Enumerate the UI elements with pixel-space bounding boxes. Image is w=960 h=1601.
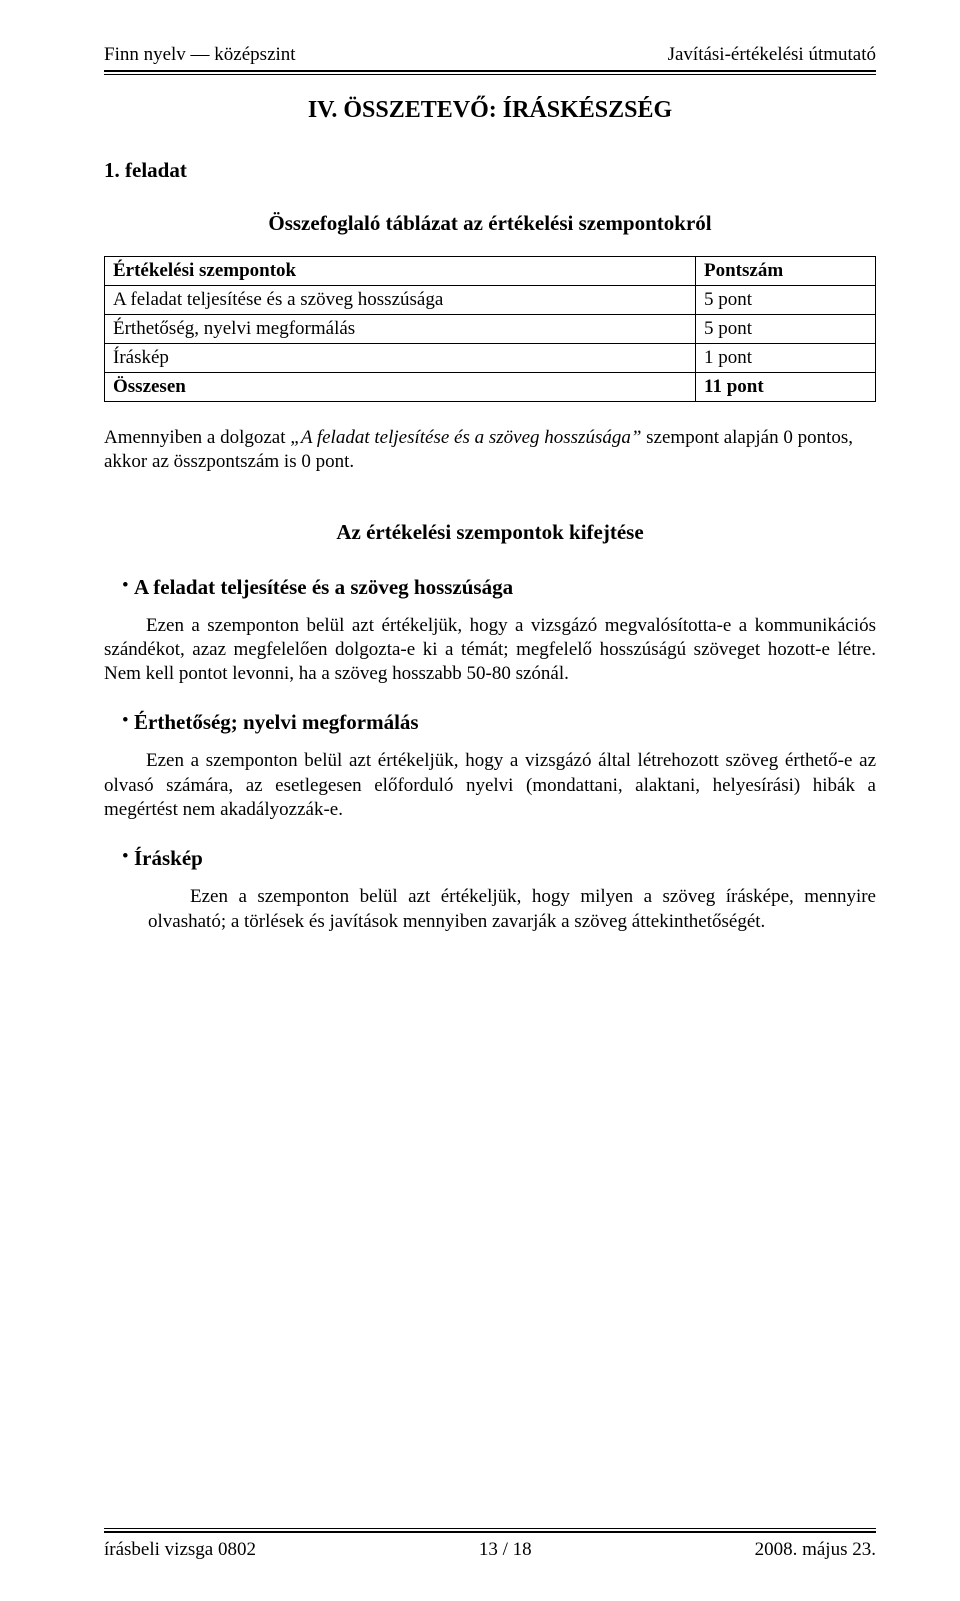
cell-criteria: Érthetőség, nyelvi megformálás xyxy=(105,315,696,344)
bullet-icon: • xyxy=(104,710,134,732)
table-row-total: Összesen 11 pont xyxy=(105,373,876,402)
footer-right: 2008. május 23. xyxy=(755,1539,876,1561)
bullet-title: A feladat teljesítése és a szöveg hosszú… xyxy=(134,575,513,599)
table-header-points: Pontszám xyxy=(696,257,876,286)
task-label: 1. feladat xyxy=(104,158,876,183)
cell-criteria: A feladat teljesítése és a szöveg hosszú… xyxy=(105,286,696,315)
table-row: Íráskép 1 pont xyxy=(105,344,876,373)
footer-rule-thick xyxy=(104,1531,876,1533)
cell-points: 1 pont xyxy=(696,344,876,373)
table-row: Érthetőség, nyelvi megformálás 5 pont xyxy=(105,315,876,344)
criteria-explanation-title: Az értékelési szempontok kifejtése xyxy=(104,520,876,545)
list-item: •Íráskép Ezen a szemponton belül azt ért… xyxy=(104,846,876,934)
table-header-criteria: Értékelési szempontok xyxy=(105,257,696,286)
cell-points: 5 pont xyxy=(696,315,876,344)
cell-total-points: 11 pont xyxy=(696,373,876,402)
page-header: Finn nyelv — középszint Javítási-értékel… xyxy=(104,44,876,66)
zero-score-note: Amennyiben a dolgozat „A feladat teljesí… xyxy=(104,426,876,474)
criteria-list: •A feladat teljesítése és a szöveg hossz… xyxy=(104,575,876,935)
note-prefix: Amennyiben a dolgozat xyxy=(104,427,290,448)
document-page: Finn nyelv — középszint Javítási-értékel… xyxy=(0,0,960,1601)
section-title: IV. ÖSSZETEVŐ: ÍRÁSKÉSZSÉG xyxy=(104,97,876,124)
cell-total-label: Összesen xyxy=(105,373,696,402)
table-row: Értékelési szempontok Pontszám xyxy=(105,257,876,286)
header-rule-thin xyxy=(104,74,876,75)
scoring-table: Értékelési szempontok Pontszám A feladat… xyxy=(104,256,876,402)
bullet-paragraph: Ezen a szemponton belül azt értékeljük, … xyxy=(104,614,876,687)
header-right: Javítási-értékelési útmutató xyxy=(668,44,876,66)
bullet-paragraph: Ezen a szemponton belül azt értékeljük, … xyxy=(104,749,876,822)
bullet-title: Érthetőség; nyelvi megformálás xyxy=(134,710,419,734)
bullet-icon: • xyxy=(104,846,134,868)
page-footer: írásbeli vizsga 0802 13 / 18 2008. május… xyxy=(104,1528,876,1561)
cell-criteria: Íráskép xyxy=(105,344,696,373)
table-row: A feladat teljesítése és a szöveg hosszú… xyxy=(105,286,876,315)
bullet-title: Íráskép xyxy=(134,846,203,870)
header-left: Finn nyelv — középszint xyxy=(104,44,296,66)
list-item: •A feladat teljesítése és a szöveg hossz… xyxy=(104,575,876,687)
bullet-icon: • xyxy=(104,575,134,597)
footer-rule-thin xyxy=(104,1528,876,1529)
cell-points: 5 pont xyxy=(696,286,876,315)
table-title: Összefoglaló táblázat az értékelési szem… xyxy=(104,211,876,236)
header-rule-thick xyxy=(104,70,876,72)
list-item: •Érthetőség; nyelvi megformálás Ezen a s… xyxy=(104,710,876,822)
bullet-paragraph: Ezen a szemponton belül azt értékeljük, … xyxy=(148,885,876,934)
note-italic: „A feladat teljesítése és a szöveg hossz… xyxy=(290,427,641,448)
footer-row: írásbeli vizsga 0802 13 / 18 2008. május… xyxy=(104,1539,876,1561)
footer-center: 13 / 18 xyxy=(479,1539,532,1561)
footer-left: írásbeli vizsga 0802 xyxy=(104,1539,256,1561)
